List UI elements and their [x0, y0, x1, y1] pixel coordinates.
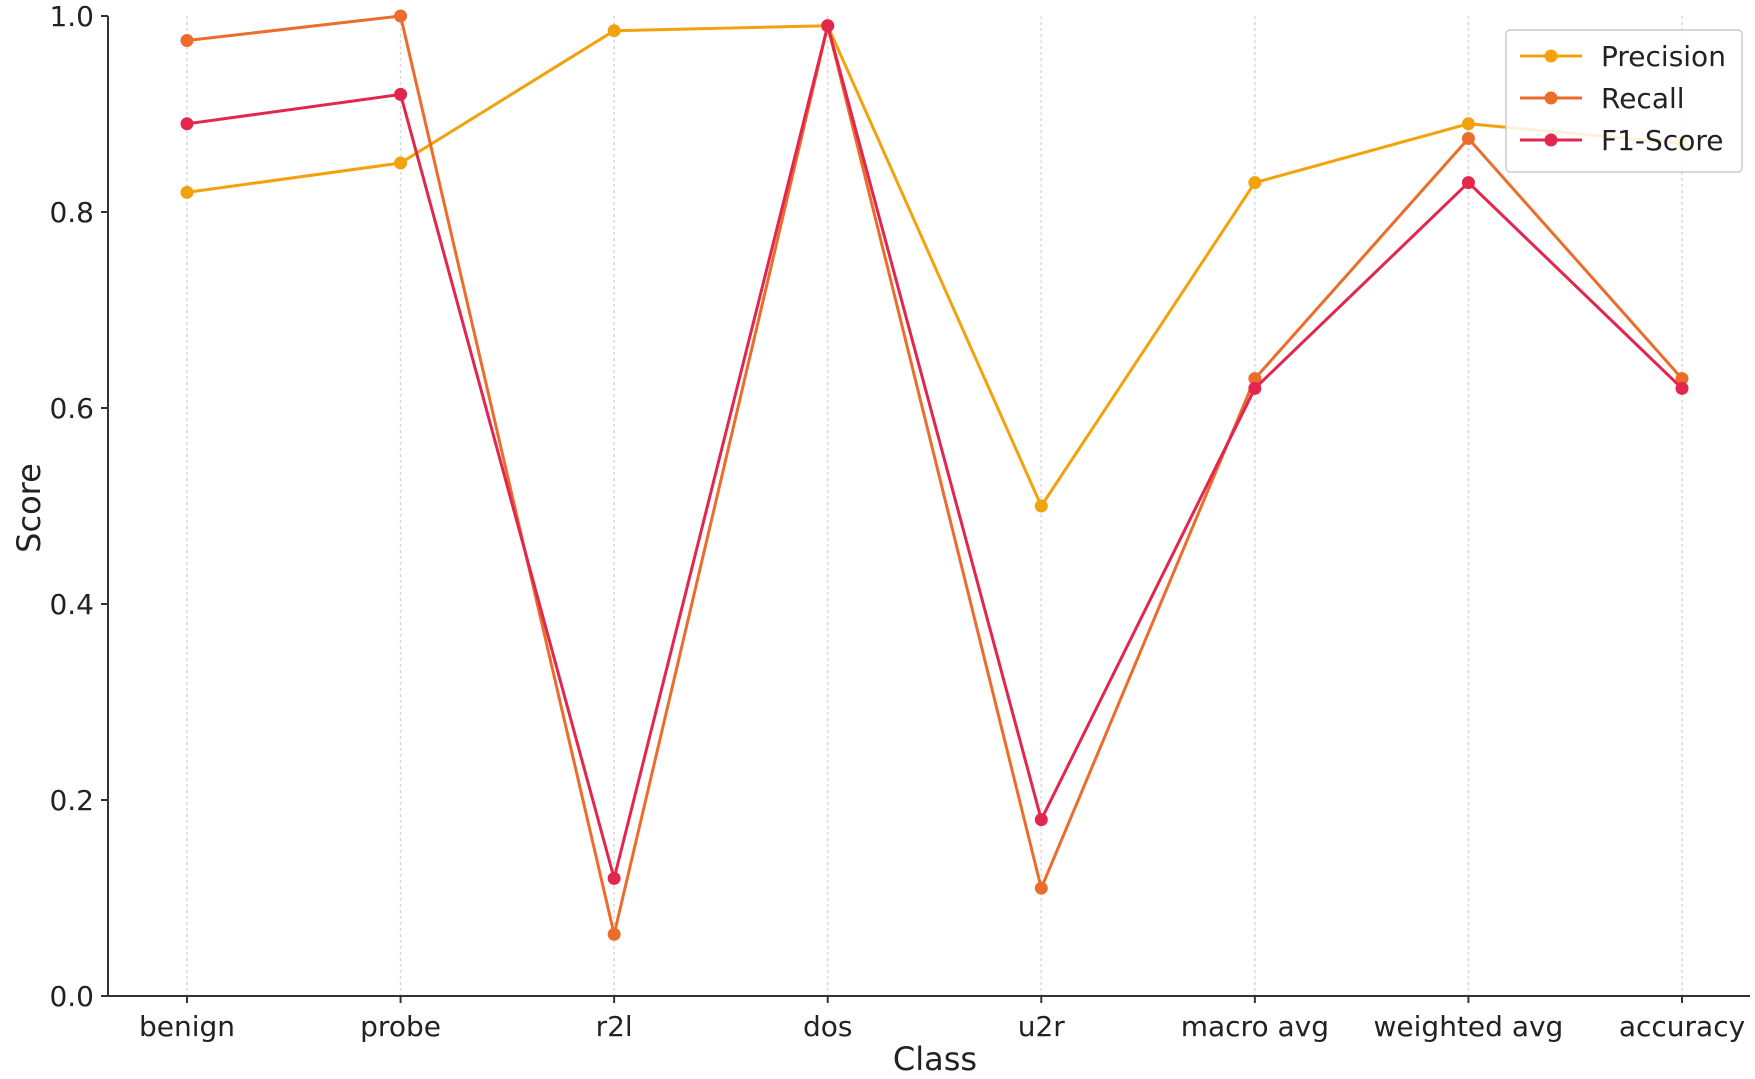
y-tick-label-2: 0.4 — [49, 588, 94, 621]
x-tick-label-macro-avg: macro avg — [1181, 1010, 1329, 1043]
y-axis-title: Score — [10, 463, 48, 553]
y-tick-layer: 0.0 0.2 0.4 0.6 0.8 1.0 — [49, 0, 108, 1013]
series-line-f1-score — [186, 24, 1684, 880]
point-recall-benign — [180, 34, 194, 47]
series-recall — [180, 9, 1689, 941]
x-tick-label-u2r: u2r — [1018, 1010, 1066, 1043]
point-precision-u2r — [1034, 499, 1048, 513]
x-tick-label-r2l: r2l — [596, 1010, 633, 1043]
point-f1-score-benign — [180, 117, 194, 131]
x-tick-label-dos: dos — [803, 1010, 853, 1043]
point-precision-probe — [394, 156, 408, 170]
point-f1-score-weighted-avg — [1461, 176, 1475, 190]
legend-frame — [1505, 29, 1743, 173]
point-recall-weighted-avg — [1461, 132, 1475, 145]
point-f1-score-probe — [394, 87, 408, 101]
legend-marker-f1-score — [1544, 133, 1558, 147]
point-recall-macro-avg — [1248, 372, 1262, 386]
y-tick-label-4: 0.8 — [49, 196, 94, 229]
legend-label-recall: Recall — [1601, 82, 1685, 115]
point-recall-probe — [394, 9, 408, 23]
x-tick-label-weighted-avg: weighted avg — [1374, 1010, 1564, 1043]
grid-layer — [186, 16, 1683, 996]
point-f1-score-dos — [821, 19, 835, 33]
point-precision-r2l — [607, 24, 621, 38]
point-recall-r2l — [607, 927, 621, 941]
x-axis-title: Class — [893, 1040, 977, 1078]
point-f1-score-u2r — [1034, 813, 1048, 827]
point-recall-accuracy — [1675, 372, 1689, 386]
x-tick-label-benign: benign — [139, 1010, 235, 1043]
legend-items: Precision Recall F1-Score — [1520, 40, 1726, 157]
series-layer — [180, 9, 1689, 941]
legend-label-f1-score: F1-Score — [1601, 124, 1723, 157]
y-tick-label-3: 0.6 — [49, 392, 94, 425]
series-f1-score — [180, 19, 1689, 885]
axes-layer — [107, 16, 1750, 997]
series-line-recall — [186, 14, 1684, 936]
x-tick-label-probe: probe — [360, 1010, 441, 1043]
legend-marker-precision — [1544, 49, 1558, 63]
point-precision-macro-avg — [1248, 176, 1262, 190]
point-recall-u2r — [1034, 881, 1048, 895]
x-tick-label-accuracy: accuracy — [1619, 1010, 1745, 1043]
point-precision-benign — [180, 185, 194, 199]
legend-marker-recall — [1544, 91, 1558, 105]
x-tick-layer: benign probe r2l dos u2r macro avg weighted av… — [139, 996, 1745, 1043]
point-precision-weighted-avg — [1461, 117, 1475, 131]
y-tick-label-0: 0.0 — [49, 980, 94, 1013]
point-f1-score-macro-avg — [1248, 381, 1262, 395]
y-tick-label-5: 1.0 — [49, 0, 94, 33]
point-f1-score-r2l — [607, 871, 621, 885]
legend-label-precision: Precision — [1601, 40, 1726, 73]
point-f1-score-accuracy — [1675, 381, 1689, 395]
y-tick-label-1: 0.2 — [49, 784, 94, 817]
legend: Precision Recall F1-Score — [1505, 29, 1743, 173]
series-line-precision — [186, 24, 1683, 508]
